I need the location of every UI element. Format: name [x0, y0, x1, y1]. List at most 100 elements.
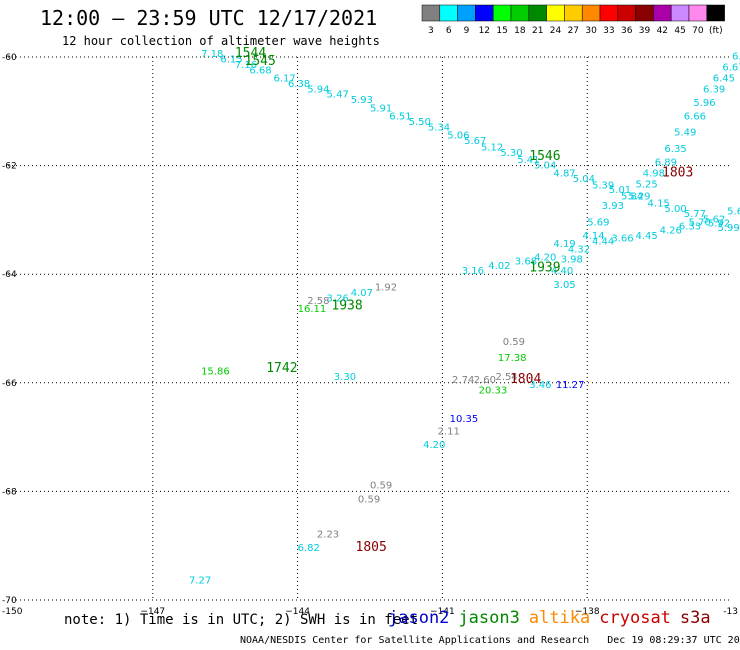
- legend-swatch: [439, 4, 458, 22]
- note-text: note: 1) Time is in UTC; 2) SWH is in fe…: [64, 612, 419, 628]
- wave-height-label: 5.99: [718, 223, 740, 234]
- legend-swatch: [581, 4, 601, 22]
- wave-height-label: 6.89: [655, 158, 677, 169]
- legend-bin-label: 24: [550, 26, 562, 36]
- wave-height-label: 5.01: [609, 185, 631, 196]
- y-tick-label: -70: [2, 596, 17, 606]
- legend-bin-label: 3: [428, 26, 434, 36]
- wave-height-label: 4.02: [488, 261, 510, 272]
- pass-time-label: 1803: [662, 165, 693, 180]
- wave-height-label: 6.42: [732, 52, 740, 63]
- credit-text: NOAA/NESDIS Center for Satellite Applica…: [240, 635, 590, 646]
- wave-height-label: 6.33: [679, 222, 701, 233]
- wave-height-label: 4.44: [592, 236, 614, 247]
- wave-height-label: 16.11: [298, 304, 327, 315]
- wave-height-label: 4.07: [351, 288, 373, 299]
- wave-height-label: 3.26: [327, 293, 349, 304]
- wave-height-label: 5.70: [689, 217, 711, 228]
- legend-swatch: [475, 4, 494, 22]
- chart-title: 12:00 – 23:59 UTC 12/17/2021: [40, 6, 378, 30]
- legend-bin-label: 42: [657, 26, 668, 36]
- wave-height-label: 2.60: [474, 375, 496, 386]
- wave-height-label: 5.69: [587, 217, 609, 228]
- satellite-cryosat: cryosat: [599, 608, 671, 628]
- pass-time-label: 1545: [245, 54, 276, 69]
- wave-height-label: 1.92: [375, 282, 397, 293]
- wave-height-label: 3.68: [515, 256, 537, 267]
- legend-bin-label: 15: [496, 26, 507, 36]
- credit-line: NOAA/NESDIS Center for Satellite Applica…: [240, 635, 740, 646]
- wave-height-label: 2.74: [452, 375, 474, 386]
- x-tick-label: -150: [2, 607, 23, 617]
- wave-height-label: 4.98: [643, 168, 665, 179]
- wave-height-label: 3.93: [602, 201, 624, 212]
- satellite-jason3: jason3: [458, 608, 520, 628]
- wave-height-label: 3.30: [334, 372, 356, 383]
- wave-height-label: 3.66: [611, 234, 633, 245]
- wave-height-label: 4.20: [423, 440, 445, 451]
- pass-time-label: 1544: [235, 46, 266, 61]
- legend-bin-label: 30: [585, 26, 597, 36]
- wave-height-label: 0.59: [358, 494, 380, 505]
- y-tick-label: -60: [2, 53, 17, 63]
- legend-swatch: [688, 4, 708, 22]
- legend-bin-label: 33: [603, 26, 614, 36]
- wave-height-label: 6.39: [703, 84, 725, 95]
- y-tick-label: -64: [2, 270, 17, 280]
- pass-time-label: 1938: [331, 298, 362, 313]
- wave-height-label: 4.20: [534, 253, 556, 264]
- wave-height-label: 5.67: [464, 136, 486, 147]
- legend-bin-label: 21: [532, 26, 543, 36]
- wave-height-label: 5.93: [351, 95, 373, 106]
- wave-height-label: 6.45: [713, 73, 735, 84]
- x-tick-label: −144: [285, 607, 310, 617]
- legend-swatch: [546, 4, 565, 22]
- wave-height-label: 5.39: [592, 180, 614, 191]
- wave-height-label: 4.45: [635, 231, 657, 242]
- wave-height-label: 5.84: [621, 191, 643, 202]
- wave-height-label: 5.00: [664, 204, 686, 215]
- pass-time-label: 1939: [529, 260, 560, 275]
- wave-height-label: 6.15: [220, 54, 242, 65]
- wave-height-label: 3.05: [553, 280, 575, 291]
- wave-height-label: 11.27: [556, 380, 585, 391]
- y-tick-label: -62: [2, 162, 17, 172]
- x-tick-label: −138: [575, 607, 600, 617]
- wave-height-label: 4.40: [551, 266, 573, 277]
- wave-height-label: 15.86: [201, 367, 230, 378]
- satellite-legend: jason2 jason3 altika cryosat s3a: [388, 608, 720, 628]
- wave-height-label: 6.68: [249, 65, 271, 76]
- wave-height-label: 5.34: [428, 122, 450, 133]
- legend-swatch: [599, 4, 619, 22]
- wave-height-label: 4.14: [582, 231, 604, 242]
- wave-height-label: 5.41: [517, 155, 539, 166]
- legend-bin-label: 70: [692, 26, 704, 36]
- legend-swatch: [706, 4, 725, 22]
- legend-swatch: [635, 4, 654, 22]
- wave-height-label: 4.32: [568, 244, 590, 255]
- satellite-jason2: jason2: [388, 608, 450, 628]
- wave-height-label: 6.38: [288, 79, 310, 90]
- legend-swatch: [653, 4, 672, 22]
- legend-bin-label: 39: [639, 26, 651, 36]
- wave-height-label: 17.38: [498, 353, 527, 364]
- wave-height-label: 5.50: [409, 117, 431, 128]
- wave-height-label: 5.62: [703, 215, 725, 226]
- wave-height-label: 6.35: [664, 144, 686, 155]
- legend-swatch: [510, 4, 530, 22]
- wave-height-label: 20.33: [479, 386, 508, 397]
- x-tick-label: -13: [723, 607, 738, 617]
- legend-bin-label: 18: [514, 26, 526, 36]
- x-tick-label: −147: [140, 607, 165, 617]
- pass-time-label: 1546: [529, 149, 560, 164]
- pass-time-label: 1805: [356, 540, 387, 555]
- wave-height-label: 5.06: [447, 130, 469, 141]
- legend-swatch: [617, 4, 636, 22]
- wave-height-label: 4.19: [553, 239, 575, 250]
- wave-height-label: 2.58: [307, 296, 329, 307]
- pass-time-label: 1804: [510, 372, 541, 387]
- wave-height-label: 5.77: [684, 209, 706, 220]
- wave-height-label: 6.51: [389, 111, 411, 122]
- wave-height-label: 2.54: [495, 372, 517, 383]
- wave-height-label: 5.04: [534, 160, 556, 171]
